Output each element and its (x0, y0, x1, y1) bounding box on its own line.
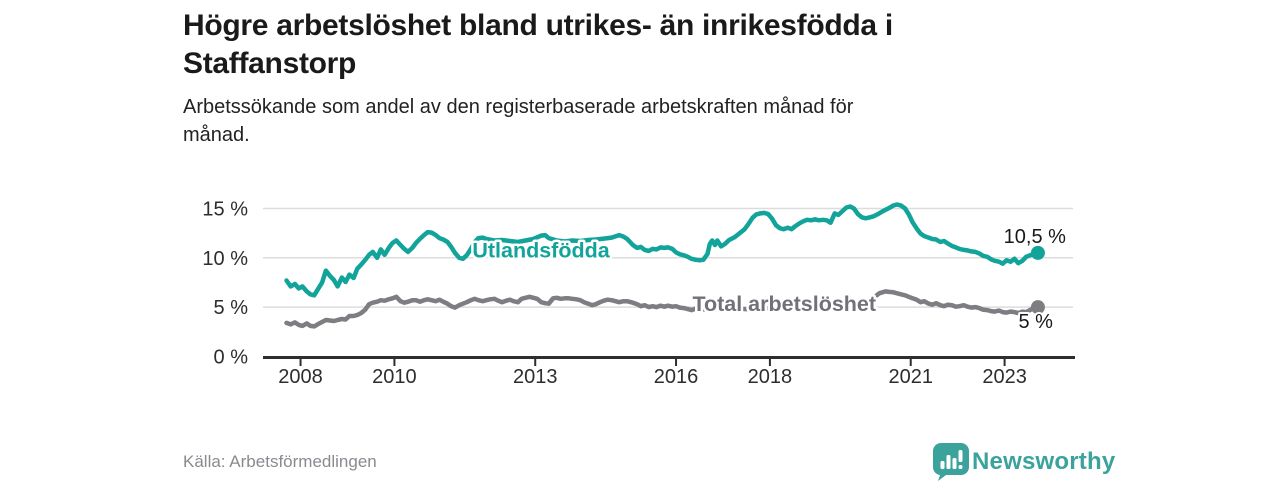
brand-name: Newsworthy (972, 448, 1116, 475)
logo-exclamation-stem (958, 450, 963, 462)
gridlines (263, 207, 1073, 308)
logo-exclamation-dot (958, 465, 963, 469)
chart-subtitle-line-2: månad. (183, 124, 250, 146)
end-dot-total-arbetsl-shet (1030, 300, 1045, 315)
x-axis-label-2021: 2021 (888, 366, 933, 388)
logo-bar-1 (940, 461, 945, 469)
y-axis-label-10: 10 % (202, 248, 248, 270)
series-label-utlandsf-dda: Utlandsfödda (472, 238, 610, 262)
y-axis-label-0: 0 % (214, 347, 249, 369)
chart-title: Högre arbetslöshet bland utrikes- än inr… (183, 7, 1123, 83)
y-axis-label-15: 15 % (202, 198, 248, 220)
series-label-total-arbetsl-shet: Total arbetslöshet (692, 292, 876, 316)
source-note: Källa: Arbetsförmedlingen (183, 452, 377, 471)
series-line-utlandsf-dda (284, 202, 1041, 298)
x-axis-label-2013: 2013 (513, 366, 558, 388)
x-axis-label-2008: 2008 (278, 366, 323, 388)
end-value-label-total-arbetsl-shet: 5 % (1018, 311, 1053, 333)
logo-bar-3 (952, 458, 957, 469)
end-value-label-utlandsf-dda: 10,5 % (1004, 226, 1066, 248)
chart-title-line-2: Staffanstorp (183, 47, 357, 80)
axes: 15 % 10 % 5 % 0 % 2008 2010 2013 2016 2018 2021 20… (202, 198, 1075, 388)
x-axis-label-2023: 2023 (982, 366, 1027, 388)
series-lines (284, 202, 1041, 329)
series-line-total-arbetsl-shet (284, 289, 1041, 329)
x-axis-label-2016: 2016 (654, 366, 699, 388)
chart-subtitle: Arbetssökande som andel av den registerb… (183, 93, 1063, 149)
chart-subtitle-line-1: Arbetssökande som andel av den registerb… (183, 96, 854, 118)
chart-title-line-1: Högre arbetslöshet bland utrikes- än inr… (183, 9, 893, 42)
y-axis-label-5: 5 % (214, 297, 249, 319)
x-axis-label-2018: 2018 (748, 366, 793, 388)
newsworthy-logo-icon (933, 443, 969, 481)
end-dot-utlandsf-dda (1030, 245, 1045, 260)
logo-bar-2 (946, 455, 951, 469)
logo-badge (933, 443, 969, 481)
chart-labels: Utlandsfödda Total arbetslöshet 10,5 % 5 % (470, 224, 1068, 335)
x-axis-label-2010: 2010 (372, 366, 417, 388)
